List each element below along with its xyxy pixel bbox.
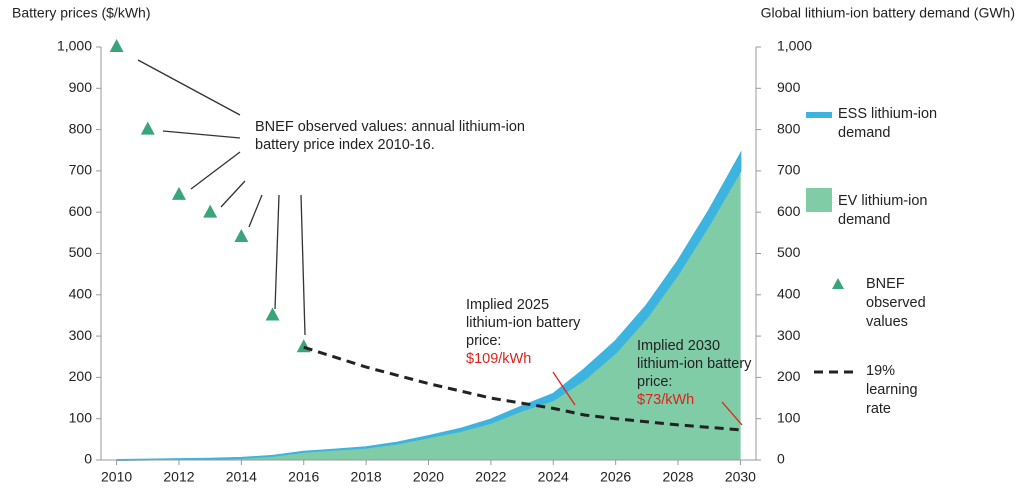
x-tick-label: 2012 <box>163 469 194 485</box>
legend-swatch <box>832 278 844 289</box>
leader-line <box>190 151 241 190</box>
leader-line <box>552 371 576 406</box>
y-tick-label: 700 <box>69 162 93 178</box>
plot: 0 100 200 300 400 500 600 700 800 900 1,000 0 100 200… <box>57 38 854 485</box>
y2-tick-label: 200 <box>777 368 801 384</box>
leader-line <box>721 401 743 426</box>
x-tick-label: 2022 <box>475 469 506 485</box>
y2-tick-label: 500 <box>777 244 801 260</box>
annotation-text: Implied 2030 lithium-ion battery price: <box>637 338 752 390</box>
y2-tick-label: 900 <box>777 79 801 95</box>
y-tick-label: 100 <box>69 409 93 425</box>
x-tick-label: 2030 <box>725 469 756 485</box>
y2-tick-label: 400 <box>777 286 801 302</box>
y2-tick-label: 700 <box>777 162 801 178</box>
x-tick-label: 2018 <box>351 469 382 485</box>
legend-label: ESS lithium-ion demand <box>838 106 938 141</box>
leader-lines <box>137 59 743 426</box>
marker <box>109 39 124 52</box>
legend-label: EV lithium-ion demand <box>838 193 928 228</box>
y2-tick-label: 1,000 <box>777 38 812 54</box>
legend-label: 19% learning rate <box>866 363 918 417</box>
marker <box>234 228 249 242</box>
annotation: Implied 2030 lithium-ion battery price: $… <box>637 337 759 409</box>
x-tick-label: 2016 <box>288 469 319 485</box>
y-tick-label: 500 <box>69 244 93 260</box>
legend-swatch <box>806 188 832 212</box>
legend-swatch <box>806 112 832 118</box>
y-tick-label: 1,000 <box>57 38 92 54</box>
marker <box>140 121 155 135</box>
x-tick-label: 2026 <box>600 469 631 485</box>
y2-tick-label: 300 <box>777 327 801 343</box>
y-tick-label: 800 <box>69 120 93 136</box>
leader-line <box>220 180 246 208</box>
y-tick-label: 200 <box>69 368 93 384</box>
leader-line <box>137 59 241 116</box>
y-tick-label: 600 <box>69 203 93 219</box>
x-tick-label: 2014 <box>226 469 257 485</box>
y2-tick-label: 800 <box>777 120 801 136</box>
y2-tick-label: 100 <box>777 409 801 425</box>
annotation-text: Implied 2025 lithium-ion battery price: <box>466 297 581 349</box>
x-tick-label: 2024 <box>538 469 569 485</box>
y-axis-title: Battery prices ($/kWh) <box>12 5 150 21</box>
annotation-highlight: $73/kWh <box>637 392 695 408</box>
x-tick-label: 2020 <box>413 469 444 485</box>
annotation: BNEF observed values: annual lithium-ion… <box>255 119 525 153</box>
legend-label: BNEF observed values <box>866 276 926 330</box>
marker <box>203 204 218 218</box>
y-tick-label: 900 <box>69 79 93 95</box>
leader-line <box>274 194 280 310</box>
x-tick-label: 2028 <box>662 469 693 485</box>
y2-axis-title: Global lithium-ion battery demand (GWh) <box>761 5 1015 21</box>
y-tick-label: 0 <box>84 451 92 467</box>
leader-line <box>300 194 306 336</box>
y-tick-label: 300 <box>69 327 93 343</box>
marker <box>265 307 280 321</box>
y2-tick-label: 0 <box>777 451 785 467</box>
y-tick-label: 400 <box>69 286 93 302</box>
leader-line <box>162 130 241 139</box>
line <box>303 345 741 432</box>
x-tick-label: 2010 <box>101 469 132 485</box>
annotation: Implied 2025 lithium-ion battery price: $… <box>466 296 588 368</box>
leader-line <box>248 194 263 228</box>
area <box>116 150 742 461</box>
annotation-highlight: $109/kWh <box>466 351 532 367</box>
marker <box>171 186 186 200</box>
y2-tick-label: 600 <box>777 203 801 219</box>
